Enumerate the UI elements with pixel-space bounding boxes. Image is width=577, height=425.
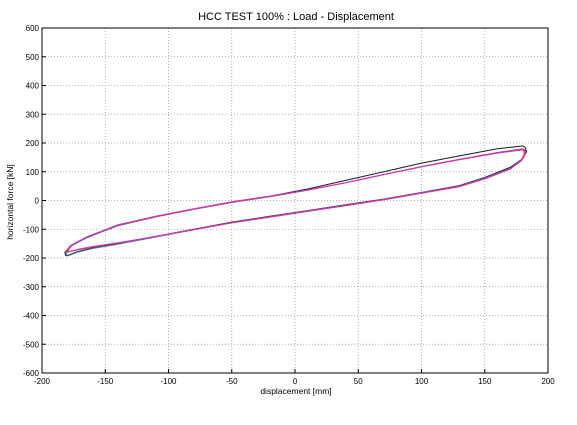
y-tick-label: -100 — [23, 225, 40, 234]
series-line-1 — [64, 145, 527, 257]
y-tick-label: 300 — [26, 110, 40, 119]
series-group — [64, 145, 527, 257]
x-axis-label: displacement [mm] — [260, 386, 331, 396]
x-tick-label: 50 — [354, 377, 363, 386]
y-tick-label: -300 — [23, 283, 40, 292]
y-tick-label: 500 — [26, 53, 40, 62]
chart-title: HCC TEST 100% : Load - Displacement — [198, 11, 394, 23]
y-axis-label: horizontal force [kN] — [5, 164, 15, 240]
y-tick-label: 0 — [35, 197, 40, 206]
x-tick-label: 200 — [541, 377, 555, 386]
y-tick-label: -500 — [23, 340, 40, 349]
x-tick-label: 0 — [293, 377, 298, 386]
x-tick-labels: -200 -150 -100 -50 0 50 100 150 200 — [34, 377, 555, 386]
x-tick-label: -200 — [34, 377, 51, 386]
x-tick-label: -50 — [226, 377, 238, 386]
plot-frame — [41, 27, 549, 374]
y-tick-label: 600 — [26, 24, 40, 33]
y-tick-label: -200 — [23, 254, 40, 263]
y-tick-label: 400 — [26, 82, 40, 91]
y-tick-label: -600 — [23, 369, 40, 378]
x-tick-label: 100 — [415, 377, 429, 386]
x-tick-label: 150 — [478, 377, 492, 386]
x-tick-label: -150 — [97, 377, 114, 386]
y-tick-labels: -600 -500 -400 -300 -200 -100 0 100 200 300 400 500… — [23, 24, 40, 378]
y-tick-label: 200 — [26, 139, 40, 148]
y-tick-label: 100 — [26, 168, 40, 177]
y-tick-label: -400 — [23, 312, 40, 321]
series-line-4 — [68, 149, 525, 253]
x-tick-label: -100 — [160, 377, 177, 386]
grid-lines — [41, 27, 549, 374]
